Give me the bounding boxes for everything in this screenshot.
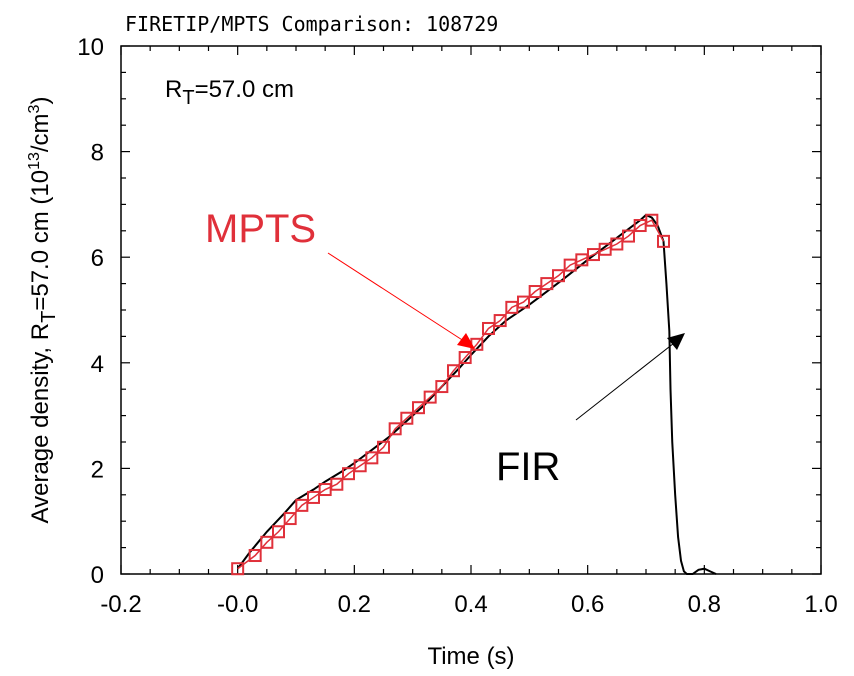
mpts-marker: [330, 477, 344, 491]
mpts-marker: [248, 549, 262, 563]
mpts-arrow-line: [327, 252, 471, 346]
mpts-marker: [528, 285, 542, 299]
mpts-markers: [231, 213, 670, 576]
y-axis-label: Average density, RT=57.0 cm (1013/cm3): [26, 97, 60, 524]
x-tick-label: 1.0: [804, 591, 837, 618]
x-tick-label: 0.6: [571, 591, 604, 618]
mpts-marker: [412, 401, 425, 415]
mpts-label: MPTS: [205, 207, 316, 251]
x-tick-label: -0.0: [217, 591, 258, 618]
mpts-marker: [353, 459, 367, 473]
mpts-marker: [482, 321, 495, 335]
mpts-marker: [552, 269, 565, 283]
mpts-marker: [377, 440, 390, 454]
mpts-marker: [423, 390, 437, 404]
mpts-series-line: [237, 219, 665, 570]
mpts-marker: [388, 422, 402, 436]
y-tick-label: 10: [77, 34, 104, 61]
mpts-arrowhead: [457, 333, 475, 349]
mpts-marker: [307, 490, 320, 504]
mpts-marker: [342, 467, 355, 481]
mpts-marker: [645, 213, 659, 227]
fir-arrow-line: [575, 335, 684, 421]
y-tick-labels: 0 2 4 6 8 10: [77, 34, 104, 589]
y-tick-label: 2: [91, 456, 104, 483]
fir-series-line: [236, 213, 717, 575]
mpts-marker: [400, 411, 414, 425]
y-tick-label: 6: [91, 245, 104, 272]
mpts-marker: [272, 525, 285, 539]
mpts-marker: [458, 351, 472, 365]
mpts-marker: [260, 535, 274, 549]
x-tick-label: 0.2: [338, 591, 371, 618]
mpts-marker: [283, 512, 297, 526]
fir-arrowhead: [667, 333, 685, 350]
x-tick-label: -0.2: [100, 591, 141, 618]
y-tick-label: 0: [91, 562, 104, 589]
y-tick-label: 8: [91, 140, 104, 167]
mpts-marker: [622, 229, 635, 243]
x-tick-label: 0.4: [454, 591, 487, 618]
y-tick-label: 4: [91, 351, 104, 378]
mpts-marker: [295, 498, 309, 512]
mpts-marker: [365, 451, 379, 465]
axis-ticks: [120, 45, 822, 575]
x-axis-label: Time (s): [427, 643, 514, 670]
mpts-marker: [517, 295, 530, 309]
x-tick-labels: -0.2 -0.0 0.2 0.4 0.6 0.8 1.0: [100, 591, 837, 618]
mpts-marker: [657, 234, 670, 248]
radius-annotation: RT=57.0 cm: [165, 76, 294, 109]
mpts-marker: [610, 237, 624, 251]
mpts-marker: [435, 380, 449, 394]
mpts-marker: [447, 364, 460, 378]
plot-frame: [120, 45, 822, 575]
x-tick-label: 0.8: [688, 591, 721, 618]
mpts-marker: [540, 277, 554, 291]
fir-label: FIR: [496, 445, 560, 489]
mpts-marker: [493, 314, 507, 328]
mpts-marker: [231, 562, 245, 576]
chart-title: FIRETIP/MPTS Comparison: 108729: [125, 12, 498, 36]
